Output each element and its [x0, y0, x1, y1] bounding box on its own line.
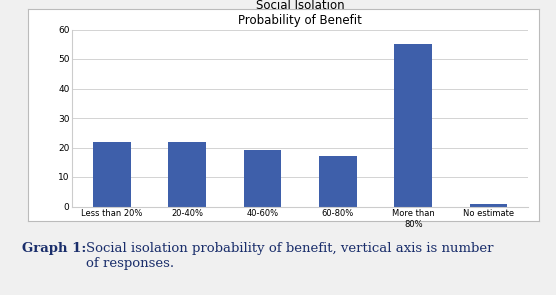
Bar — [470, 204, 508, 206]
Bar — [244, 150, 281, 206]
Bar — [93, 142, 131, 206]
Bar — [394, 44, 432, 206]
Bar — [168, 142, 206, 206]
Text: Social isolation probability of benefit, vertical axis is number
of responses.: Social isolation probability of benefit,… — [86, 242, 494, 270]
Bar — [319, 156, 357, 206]
Text: Graph 1:: Graph 1: — [22, 242, 87, 255]
Title: Social Isolation
Probability of Benefit: Social Isolation Probability of Benefit — [239, 0, 362, 27]
